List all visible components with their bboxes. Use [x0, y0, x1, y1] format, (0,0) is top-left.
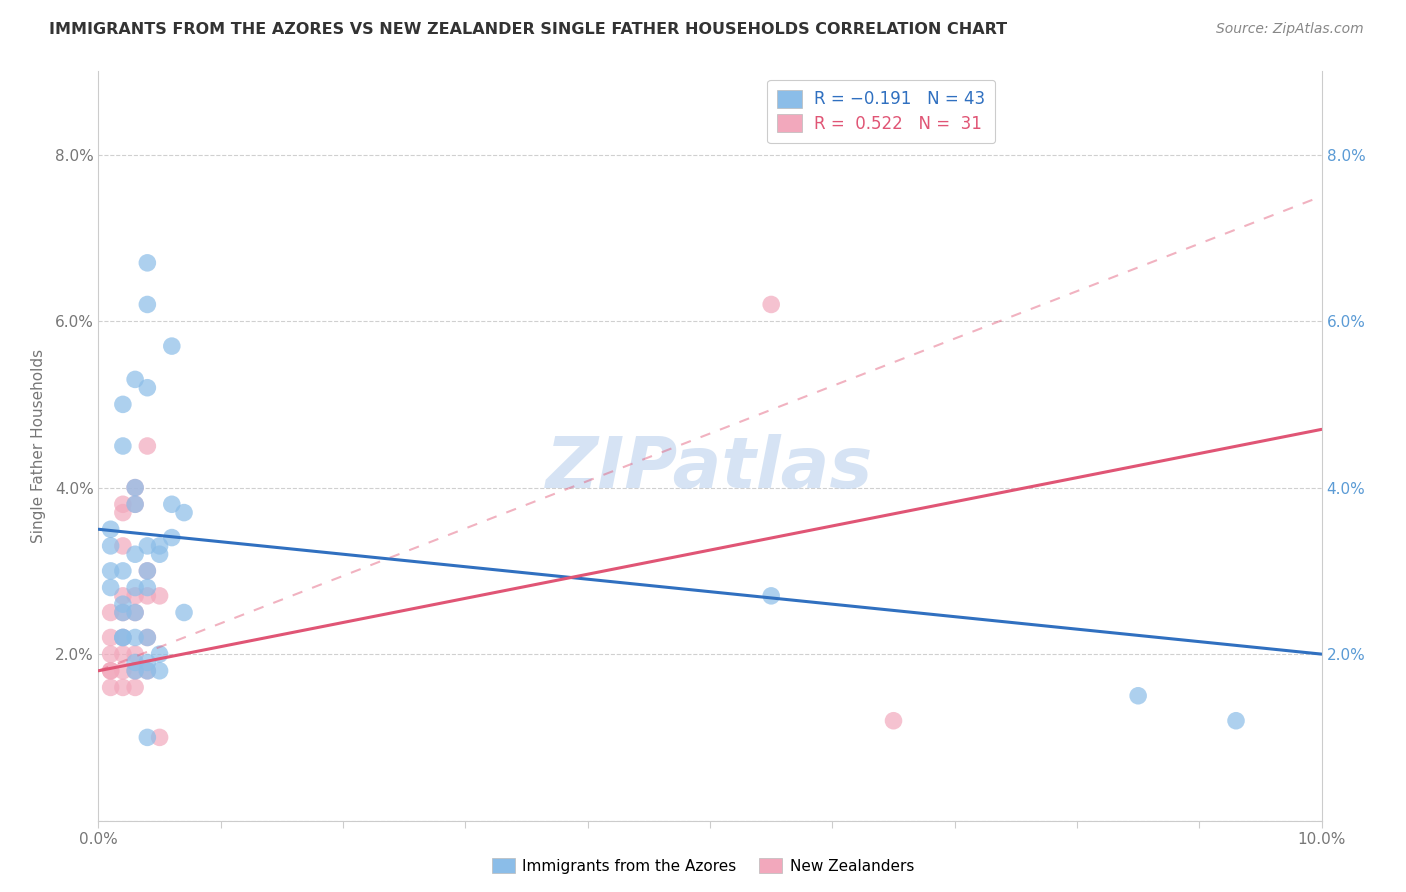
Point: [124, 497, 146, 511]
Point: [124, 372, 146, 386]
Point: [759, 589, 782, 603]
Point: [149, 731, 172, 745]
Point: [136, 664, 159, 678]
Point: [149, 589, 172, 603]
Point: [111, 497, 134, 511]
Text: Source: ZipAtlas.com: Source: ZipAtlas.com: [1216, 22, 1364, 37]
Point: [759, 297, 782, 311]
Point: [124, 664, 146, 678]
Point: [160, 339, 183, 353]
Point: [100, 647, 122, 661]
Point: [136, 656, 159, 670]
Point: [136, 664, 159, 678]
Point: [173, 506, 195, 520]
Point: [100, 522, 122, 536]
Point: [160, 497, 183, 511]
Point: [111, 597, 134, 611]
Point: [124, 497, 146, 511]
Point: [136, 564, 159, 578]
Point: [136, 581, 159, 595]
Point: [111, 606, 134, 620]
Point: [111, 631, 134, 645]
Point: [160, 531, 183, 545]
Point: [124, 481, 146, 495]
Point: [111, 397, 134, 411]
Point: [136, 439, 159, 453]
Point: [100, 631, 122, 645]
Y-axis label: Single Father Households: Single Father Households: [31, 349, 46, 543]
Point: [111, 606, 134, 620]
Point: [136, 297, 159, 311]
Text: IMMIGRANTS FROM THE AZORES VS NEW ZEALANDER SINGLE FATHER HOUSEHOLDS CORRELATION: IMMIGRANTS FROM THE AZORES VS NEW ZEALAN…: [49, 22, 1007, 37]
Point: [883, 714, 905, 728]
Point: [149, 664, 172, 678]
Point: [124, 606, 146, 620]
Point: [111, 589, 134, 603]
Point: [149, 539, 172, 553]
Point: [124, 606, 146, 620]
Point: [124, 581, 146, 595]
Point: [100, 581, 122, 595]
Point: [100, 664, 122, 678]
Point: [149, 647, 172, 661]
Point: [124, 647, 146, 661]
Point: [136, 381, 159, 395]
Point: [111, 647, 134, 661]
Point: [100, 681, 122, 695]
Text: ZIPatlas: ZIPatlas: [547, 434, 873, 503]
Point: [100, 539, 122, 553]
Point: [1225, 714, 1247, 728]
Point: [136, 564, 159, 578]
Point: [111, 681, 134, 695]
Point: [136, 731, 159, 745]
Point: [124, 656, 146, 670]
Point: [111, 539, 134, 553]
Point: [136, 256, 159, 270]
Point: [136, 631, 159, 645]
Point: [124, 481, 146, 495]
Point: [100, 564, 122, 578]
Point: [124, 681, 146, 695]
Point: [124, 589, 146, 603]
Point: [111, 506, 134, 520]
Point: [111, 631, 134, 645]
Point: [124, 631, 146, 645]
Point: [149, 547, 172, 561]
Point: [136, 589, 159, 603]
Point: [136, 631, 159, 645]
Point: [111, 631, 134, 645]
Point: [124, 547, 146, 561]
Point: [136, 539, 159, 553]
Point: [111, 439, 134, 453]
Point: [100, 664, 122, 678]
Point: [1128, 689, 1150, 703]
Legend: R = −0.191   N = 43, R =  0.522   N =  31: R = −0.191 N = 43, R = 0.522 N = 31: [768, 79, 995, 143]
Point: [173, 606, 195, 620]
Legend: Immigrants from the Azores, New Zealanders: Immigrants from the Azores, New Zealande…: [485, 852, 921, 880]
Point: [111, 564, 134, 578]
Point: [124, 664, 146, 678]
Point: [100, 606, 122, 620]
Point: [111, 664, 134, 678]
